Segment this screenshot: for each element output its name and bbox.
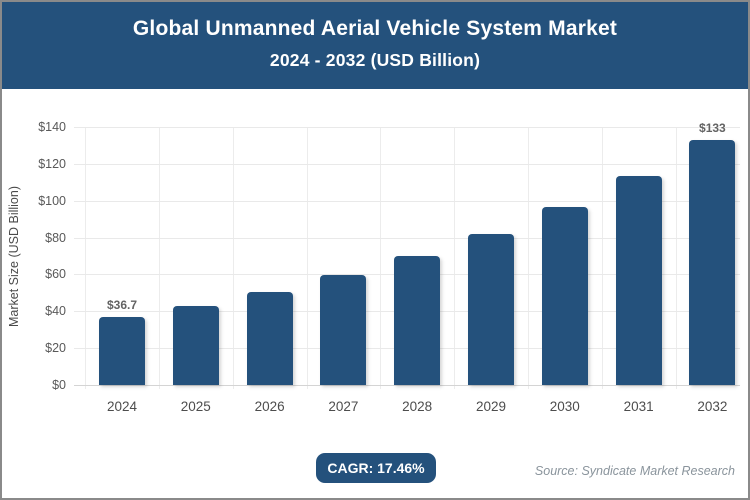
plot-area: $36.7 $133 (74, 121, 740, 389)
horizontal-gridline (74, 163, 740, 165)
x-tick-label: 2028 (402, 399, 433, 414)
y-tick-label: $140 (38, 120, 66, 134)
source-credit: Source: Syndicate Market Research (534, 464, 735, 478)
vertical-gridline (527, 127, 529, 389)
bar-2028 (394, 256, 441, 385)
vertical-gridline (232, 127, 234, 389)
vertical-gridline (380, 127, 382, 389)
cagr-badge: CAGR: 17.46% (316, 453, 436, 483)
bar-2027 (320, 275, 367, 385)
y-tick-label: $100 (38, 193, 66, 208)
x-tick-label: 2026 (254, 399, 285, 414)
x-axis-line (74, 385, 740, 386)
bar-2030 (541, 207, 588, 385)
bar-2025 (172, 305, 219, 385)
bar-value-label: $133 (699, 120, 726, 135)
bar-2029 (468, 233, 514, 385)
bar-2024 (99, 317, 145, 385)
y-tick-label: $80 (45, 230, 66, 245)
y-tick-label: $0 (52, 378, 66, 392)
y-tick-label: $20 (45, 341, 66, 356)
horizontal-gridline (74, 127, 740, 128)
x-tick-label: 2030 (549, 399, 580, 414)
x-tick-label: 2032 (697, 399, 728, 414)
bar-value-label: $36.7 (106, 298, 138, 313)
chart-title: Global Unmanned Aerial Vehicle System Ma… (132, 17, 618, 40)
horizontal-gridline (74, 200, 740, 202)
vertical-gridline (306, 127, 308, 389)
y-tick-label: $120 (38, 156, 66, 171)
x-tick-label: 2029 (475, 399, 507, 414)
vertical-gridline (158, 127, 160, 389)
y-tick-label: $40 (45, 304, 66, 319)
bar-2032 (689, 139, 736, 385)
x-tick-label: 2031 (623, 399, 654, 414)
vertical-gridline (454, 127, 456, 389)
bar-2026 (246, 291, 293, 385)
vertical-gridline (675, 127, 677, 389)
chart-header: Global Unmanned Aerial Vehicle System Ma… (2, 2, 748, 89)
horizontal-gridline (74, 237, 740, 239)
vertical-gridline (601, 127, 603, 389)
chart-subtitle: 2024 - 2032 (USD Billion) (269, 50, 481, 70)
x-tick-label: 2024 (106, 399, 138, 414)
x-tick-label: 2025 (180, 399, 211, 414)
x-tick-label: 2027 (328, 399, 359, 414)
bar-2031 (615, 176, 662, 385)
y-tick-label: $60 (45, 267, 66, 282)
vertical-gridline (85, 127, 87, 389)
